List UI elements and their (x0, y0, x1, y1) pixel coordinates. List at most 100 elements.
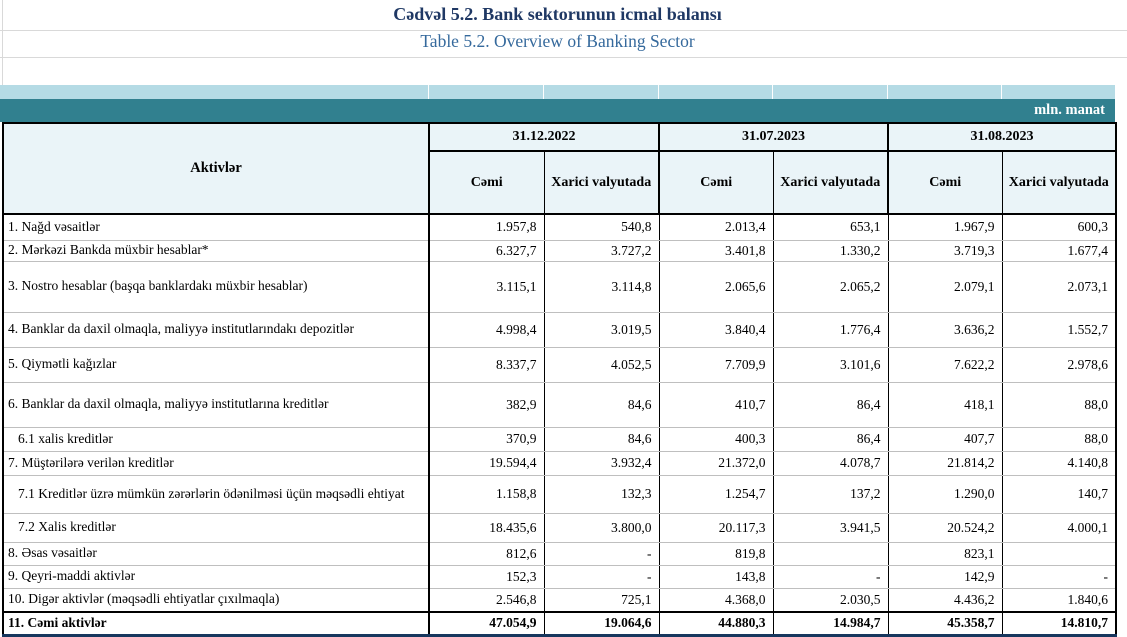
value-cell: 3.727,2 (543, 239, 660, 262)
table-row: 2. Mərkəzi Bankda müxbir hesablar* 6.327… (2, 239, 1117, 262)
value-cell: 370,9 (428, 426, 545, 452)
row-label: 9. Qeyri-maddi aktivlər (2, 564, 430, 589)
value-cell: 600,3 (1001, 213, 1117, 241)
table-row: 4. Banklar da daxil olmaqla, maliyyə ins… (2, 311, 1117, 348)
column-header-xarici-3: Xarici valyutada (1001, 150, 1117, 215)
row-label: 2. Mərkəzi Bankda müxbir hesablar* (2, 239, 430, 262)
value-cell: 2.065,2 (772, 260, 889, 313)
band-cell-separator (1001, 85, 1002, 99)
value-cell: 4.000,1 (1001, 512, 1117, 543)
page-title-az: Cədvəl 5.2. Bank sektorunun icmal balans… (393, 4, 722, 24)
band-cell-separator (543, 85, 544, 99)
row-label: 10. Digər aktivlər (məqsədli ehtiyatlar … (2, 587, 430, 613)
table-row: 6.1 xalis kreditlər 370,9 84,6 400,3 86,… (2, 426, 1117, 452)
value-cell: 2.546,8 (428, 587, 545, 613)
row-label: 6.1 xalis kreditlər (2, 426, 430, 452)
value-cell: 142,9 (887, 564, 1003, 589)
value-cell (772, 541, 889, 566)
table-row: 7. Müştərilərə verilən kreditlər 19.594,… (2, 450, 1117, 476)
value-cell: 2.978,6 (1001, 346, 1117, 383)
table-row: 8. Əsas vəsaitlər 812,6 - 819,8 823,1 (2, 541, 1117, 566)
value-cell: 1.158,8 (428, 474, 545, 514)
value-cell: 84,6 (543, 426, 660, 452)
value-cell: 1.776,4 (772, 311, 889, 348)
row-label: 7.1 Kreditlər üzrə mümkün zərərlərin ödə… (2, 474, 430, 514)
value-cell: 3.941,5 (772, 512, 889, 543)
value-cell: 152,3 (428, 564, 545, 589)
value-cell: 3.719,3 (887, 239, 1003, 262)
header-subcolumns-row: Cəmi Xarici valyutada Cəmi Xarici valyut… (3, 150, 1117, 215)
row-label: 8. Əsas vəsaitlər (2, 541, 430, 566)
value-cell: 3.636,2 (887, 311, 1003, 348)
value-cell: 88,0 (1001, 426, 1117, 452)
value-cell: 1.967,9 (887, 213, 1003, 241)
header-dates-row: Aktivlər 31.12.2022 31.07.2023 31.08.202… (2, 122, 1117, 215)
table-row: 9. Qeyri-maddi aktivlər 152,3 - 143,8 - … (2, 564, 1117, 589)
value-cell: 3.115,1 (428, 260, 545, 313)
value-cell: 4.052,5 (543, 346, 660, 383)
value-cell: 45.358,7 (887, 611, 1003, 636)
value-cell: 20.117,3 (658, 512, 774, 543)
unit-band: mln. manat (0, 99, 1115, 122)
value-cell: 819,8 (658, 541, 774, 566)
page-title-en: Table 5.2. Overview of Banking Sector (420, 31, 695, 51)
band-cell-separator (658, 85, 659, 99)
value-cell: 86,4 (772, 381, 889, 428)
table-row: 7.1 Kreditlər üzrə mümkün zərərlərin ödə… (2, 474, 1117, 514)
value-cell: 2.013,4 (658, 213, 774, 241)
value-cell: 140,7 (1001, 474, 1117, 514)
unit-label: mln. manat (1034, 102, 1105, 118)
gridline-vertical (2, 0, 3, 85)
value-cell: 1.957,8 (428, 213, 545, 241)
value-cell: 382,9 (428, 381, 545, 428)
value-cell: 137,2 (772, 474, 889, 514)
row-label: 4. Banklar da daxil olmaqla, maliyyə ins… (2, 311, 430, 348)
value-cell: 2.073,1 (1001, 260, 1117, 313)
column-group-date-2: 31.07.2023 (658, 122, 889, 152)
value-cell: 21.814,2 (887, 450, 1003, 476)
value-cell: 1.254,7 (658, 474, 774, 514)
value-cell: 4.368,0 (658, 587, 774, 613)
value-cell: 88,0 (1001, 381, 1117, 428)
value-cell: 8.337,7 (428, 346, 545, 383)
table-row: 6. Banklar da daxil olmaqla, maliyyə ins… (2, 381, 1117, 428)
table-row: 10. Digər aktivlər (məqsədli ehtiyatlar … (2, 587, 1117, 613)
column-header-cami-2: Cəmi (658, 150, 774, 215)
table-row: 3. Nostro hesablar (başqa banklardakı mü… (2, 260, 1117, 313)
table-row: 5. Qiymətli kağızlar 8.337,7 4.052,5 7.7… (2, 346, 1117, 383)
value-cell: 1.290,0 (887, 474, 1003, 514)
value-cell: 3.800,0 (543, 512, 660, 543)
row-label: 6. Banklar da daxil olmaqla, maliyyə ins… (2, 381, 430, 428)
value-cell: 7.622,2 (887, 346, 1003, 383)
row-label: 11. Cəmi aktivlər (2, 611, 430, 636)
row-label: 7. Müştərilərə verilən kreditlər (2, 450, 430, 476)
value-cell: 143,8 (658, 564, 774, 589)
row-label: 7.2 Xalis kreditlər (2, 512, 430, 543)
value-cell: 1.677,4 (1001, 239, 1117, 262)
value-cell: 418,1 (887, 381, 1003, 428)
value-cell: 20.524,2 (887, 512, 1003, 543)
value-cell: 4.078,7 (772, 450, 889, 476)
value-cell: 3.932,4 (543, 450, 660, 476)
table-row: 7.2 Xalis kreditlər 18.435,6 3.800,0 20.… (2, 512, 1117, 543)
row-header-aktivler: Aktivlər (2, 122, 430, 215)
value-cell: 3.101,6 (772, 346, 889, 383)
value-cell: 21.372,0 (658, 450, 774, 476)
column-header-xarici-2: Xarici valyutada (772, 150, 889, 215)
row-label: 5. Qiymətli kağızlar (2, 346, 430, 383)
band-cell-separator (428, 85, 429, 99)
band-cell-separator (887, 85, 888, 99)
value-cell: 400,3 (658, 426, 774, 452)
value-cell: - (772, 564, 889, 589)
value-cell: 47.054,9 (428, 611, 545, 636)
value-cell: 1.840,6 (1001, 587, 1117, 613)
row-label: 1. Nağd vəsaitlər (2, 213, 430, 241)
value-cell: 812,6 (428, 541, 545, 566)
subheader-band (0, 85, 1115, 99)
gridline-horizontal (0, 30, 1127, 31)
table-body: 1. Nağd vəsaitlər 1.957,8 540,8 2.013,4 … (2, 213, 1117, 636)
value-cell: 6.327,7 (428, 239, 545, 262)
column-header-cami-3: Cəmi (887, 150, 1003, 215)
value-cell: 14.984,7 (772, 611, 889, 636)
